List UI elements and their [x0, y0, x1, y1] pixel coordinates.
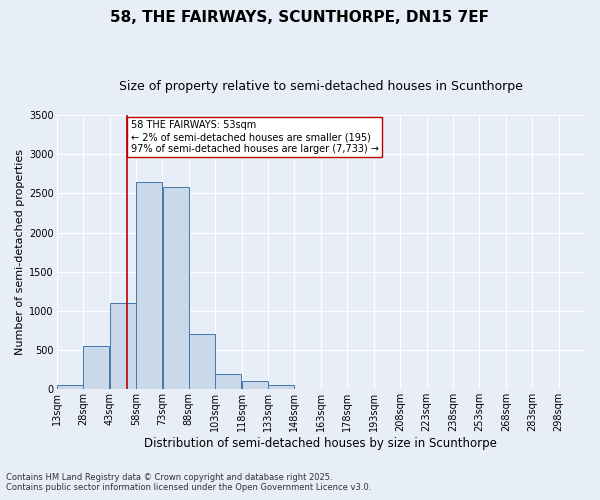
Bar [215, 374, 241, 390]
Bar [110, 303, 136, 390]
Text: 58 THE FAIRWAYS: 53sqm
← 2% of semi-detached houses are smaller (195)
97% of sem: 58 THE FAIRWAYS: 53sqm ← 2% of semi-deta… [131, 120, 379, 154]
X-axis label: Distribution of semi-detached houses by size in Scunthorpe: Distribution of semi-detached houses by … [145, 437, 497, 450]
Text: 58, THE FAIRWAYS, SCUNTHORPE, DN15 7EF: 58, THE FAIRWAYS, SCUNTHORPE, DN15 7EF [110, 10, 490, 25]
Text: Contains HM Land Registry data © Crown copyright and database right 2025.
Contai: Contains HM Land Registry data © Crown c… [6, 473, 371, 492]
Bar [189, 334, 215, 390]
Title: Size of property relative to semi-detached houses in Scunthorpe: Size of property relative to semi-detach… [119, 80, 523, 93]
Bar [268, 384, 294, 390]
Bar [242, 380, 268, 390]
Y-axis label: Number of semi-detached properties: Number of semi-detached properties [15, 149, 25, 355]
Bar [163, 187, 188, 390]
Bar [136, 182, 162, 390]
Bar [83, 346, 109, 390]
Bar [295, 388, 320, 390]
Bar [57, 386, 83, 390]
